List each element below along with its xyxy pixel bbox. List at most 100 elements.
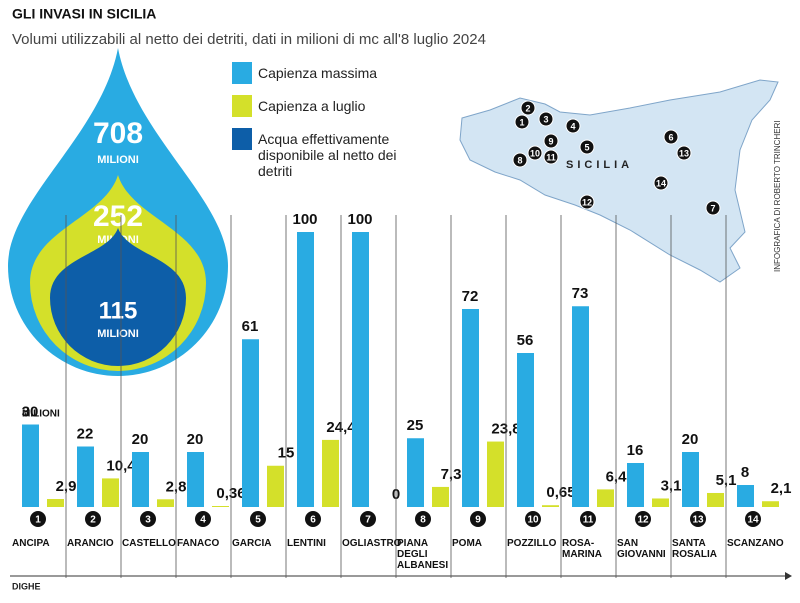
map-point (565, 118, 581, 134)
number-label: 13 (692, 515, 704, 526)
bar (597, 489, 614, 507)
category-label: CASTELLO (122, 538, 176, 549)
legend-swatch (232, 95, 252, 117)
bar (22, 424, 39, 507)
number-label: 8 (420, 515, 426, 526)
value-label: 20 (132, 431, 149, 448)
map-point-label: 10 (530, 148, 540, 158)
map-point (579, 139, 595, 155)
map-point-label: 6 (668, 132, 673, 142)
bar (432, 486, 449, 507)
map-label: SICILIA (566, 159, 633, 171)
subtitle: Volumi utilizzabili al netto dei detriti… (12, 31, 486, 48)
bar (297, 232, 314, 507)
value-label: 72 (462, 288, 479, 305)
value-label: 56 (517, 332, 534, 349)
number-label: 2 (90, 515, 96, 526)
legend-label: Capienza a luglio (258, 98, 366, 114)
number-label: 14 (747, 515, 759, 526)
map-point (705, 200, 721, 216)
bar (212, 506, 229, 507)
bar (77, 446, 94, 507)
map-point-label: 2 (525, 103, 530, 113)
value-label: 20 (682, 431, 699, 448)
number-badge (635, 511, 651, 527)
bar (462, 309, 479, 507)
map-point (579, 194, 595, 210)
map-point (653, 175, 669, 191)
bar (157, 499, 174, 507)
legend-swatch (232, 128, 252, 150)
bar (132, 452, 149, 507)
map-point (512, 152, 528, 168)
category-label: OGLIASTRO (342, 538, 402, 549)
map-point-label: 13 (679, 148, 689, 158)
map-point-label: 14 (656, 178, 666, 188)
value-label: 61 (242, 318, 259, 335)
bar (187, 452, 204, 507)
value-label: 22 (77, 425, 94, 442)
number-label: 5 (255, 515, 261, 526)
number-label: 6 (310, 515, 316, 526)
bar (737, 485, 754, 507)
bar (267, 465, 284, 507)
axis-arrow (785, 572, 792, 580)
number-badge (415, 511, 431, 527)
category-label: POZZILLO (507, 538, 557, 549)
bar (762, 501, 779, 507)
chart-title: GLI INVASI IN SICILIA (12, 6, 156, 22)
unit-annotation: MILIONI (22, 409, 60, 420)
legend-label: Capienza massima (258, 65, 378, 81)
map-point-label: 4 (570, 121, 575, 131)
bar (682, 452, 699, 507)
bar (627, 463, 644, 507)
value-label: 20 (187, 431, 204, 448)
number-badge (745, 511, 761, 527)
category-label: GARCIA (232, 538, 272, 549)
number-label: 12 (637, 515, 649, 526)
map-point (676, 145, 692, 161)
value-label: 25 (407, 417, 424, 434)
drop-value: 115 (99, 297, 138, 324)
bar (652, 498, 669, 507)
number-badge (690, 511, 706, 527)
map-point (663, 129, 679, 145)
bar (572, 306, 589, 507)
number-label: 1 (35, 515, 41, 526)
legend-label: Acqua effettivamente disponibile al nett… (258, 131, 397, 179)
credit: INFOGRAFICA DI ROBERTO TRINCHERI (773, 120, 782, 272)
map-point-label: 9 (548, 136, 553, 146)
value-label: 8 (741, 464, 749, 481)
map-point (543, 149, 559, 165)
number-label: 7 (365, 515, 371, 526)
category-label: SCANZANO (727, 538, 784, 549)
bar (517, 353, 534, 507)
value-label: 2,1 (771, 480, 792, 497)
bar (352, 232, 369, 507)
number-badge (250, 511, 266, 527)
map-point (543, 133, 559, 149)
number-badge (140, 511, 156, 527)
category-label: ROSA-MARINA (562, 538, 602, 560)
x-axis-label: DIGHE (12, 581, 41, 591)
number-label: 9 (475, 515, 481, 526)
drop (50, 228, 186, 366)
value-label: 73 (572, 285, 589, 302)
map-point-label: 1 (519, 117, 524, 127)
map-point-label: 12 (582, 197, 592, 207)
number-badge (470, 511, 486, 527)
bar (322, 439, 339, 507)
category-label: FANACO (177, 538, 220, 549)
bar (542, 505, 559, 507)
category-label: LENTINI (287, 538, 326, 549)
value-label: 16 (627, 442, 644, 459)
number-badge (580, 511, 596, 527)
bar (407, 438, 424, 507)
number-label: 10 (527, 515, 539, 526)
drop-value: 708 (93, 117, 143, 150)
map-sicily (459, 79, 779, 283)
number-label: 11 (583, 515, 594, 526)
number-label: 4 (200, 515, 206, 526)
